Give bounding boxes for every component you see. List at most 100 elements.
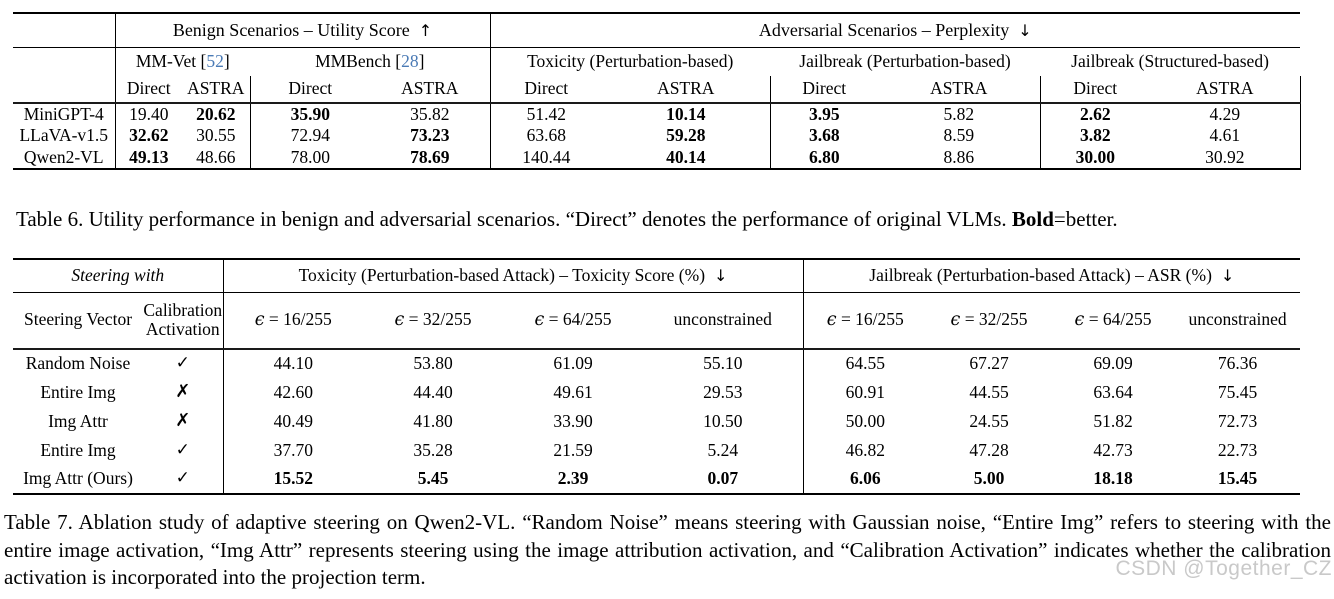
citation-link[interactable]: 52 bbox=[206, 50, 224, 71]
score-cell: 5.45 bbox=[417, 468, 449, 489]
benchmark-header-mmvet: MM-Vet [52] bbox=[115, 47, 250, 76]
steering-vector-name: Img Attr (Ours) bbox=[23, 468, 133, 489]
score-cell: 48.66 bbox=[196, 147, 236, 167]
score-cell: 49.13 bbox=[129, 147, 169, 167]
benchmark-header-mmbench: MMBench [28] bbox=[250, 47, 490, 76]
score-cell: 3.82 bbox=[1039, 125, 1150, 147]
steering-vector-name: Random Noise bbox=[25, 353, 131, 374]
score-cell: 15.45 bbox=[1217, 468, 1258, 489]
benchmark-name: Jailbreak (Structured-based) bbox=[1071, 50, 1269, 71]
score-cell: 73.23 bbox=[410, 125, 450, 146]
benign-section-label: Benign Scenarios – Utility Score bbox=[172, 20, 410, 41]
score-cell: 44.40 bbox=[413, 381, 453, 402]
score-cell: 55.10 bbox=[703, 353, 743, 374]
score-cell: 4.61 bbox=[1150, 125, 1301, 147]
score-cell: 63.68 bbox=[489, 125, 602, 147]
score-cell: 30.00 bbox=[1039, 147, 1150, 169]
jailbreak-section-label: Jailbreak (Perturbation-based Attack) – … bbox=[869, 264, 1212, 285]
score-cell: 20.62 bbox=[196, 103, 236, 124]
score-cell: 42.60 bbox=[273, 381, 313, 402]
score-cell: 0.07 bbox=[707, 468, 739, 489]
score-cell: 5.00 bbox=[973, 468, 1005, 489]
epsilon-header: ϵ = 64/255 bbox=[1051, 292, 1176, 350]
epsilon-header: ϵ = 16/255 bbox=[802, 292, 928, 350]
table6-caption: Table 6. Utility performance in benign a… bbox=[16, 207, 1326, 232]
up-arrow-icon: ↑ bbox=[418, 21, 433, 41]
score-cell: 51.42 bbox=[489, 103, 602, 125]
model-name: Qwen2-VL bbox=[13, 147, 116, 169]
score-cell: 10.50 bbox=[703, 410, 743, 431]
down-arrow-icon: ↓ bbox=[1220, 265, 1235, 285]
table7-body: Random Noise ✓ 44.10 53.80 61.09 55.10 64.55 67… bbox=[13, 349, 1300, 494]
epsilon-header: ϵ = 32/255 bbox=[363, 292, 503, 350]
down-arrow-icon: ↓ bbox=[714, 265, 728, 285]
csdn-watermark: CSDN @Together_CZ bbox=[1115, 557, 1332, 580]
check-icon: ✓ bbox=[143, 436, 224, 465]
score-cell: 78.69 bbox=[410, 147, 450, 167]
ablation-table: Steering with Toxicity (Perturbation-bas… bbox=[13, 258, 1301, 495]
cross-icon: ✗ bbox=[143, 407, 224, 436]
score-cell: 60.91 bbox=[802, 378, 928, 407]
score-cell: 61.09 bbox=[553, 353, 593, 374]
score-cell: 22.73 bbox=[1217, 439, 1258, 460]
score-cell: 78.00 bbox=[249, 147, 370, 169]
table6-caption-bold-word: Bold bbox=[1011, 207, 1054, 231]
astra-header: ASTRA bbox=[370, 76, 490, 104]
citation-link[interactable]: 28 bbox=[401, 50, 419, 71]
steering-vector-name: Entire Img bbox=[40, 439, 116, 460]
score-cell: 15.52 bbox=[273, 468, 313, 489]
jailbreak-section-header: Jailbreak (Perturbation-based Attack) – … bbox=[803, 259, 1301, 293]
cross-icon: ✗ bbox=[143, 378, 224, 407]
bracket: ] bbox=[223, 50, 230, 71]
score-cell: 6.80 bbox=[769, 147, 878, 169]
score-cell: 69.09 bbox=[1093, 353, 1133, 374]
check-icon: ✓ bbox=[143, 465, 224, 494]
score-cell: 59.28 bbox=[666, 125, 706, 146]
score-cell: 3.68 bbox=[769, 125, 878, 147]
table6-caption-suffix: =better. bbox=[1053, 207, 1118, 231]
unconstrained-header: unconstrained bbox=[643, 292, 804, 350]
table6-caption-text: Utility performance in benign and advers… bbox=[83, 207, 1012, 231]
score-cell: 72.94 bbox=[249, 125, 370, 147]
benchmark-name: Jailbreak (Perturbation-based) bbox=[799, 50, 1011, 71]
table6-body: MiniGPT-4 19.40 20.62 35.90 35.82 51.42 10.14 3… bbox=[13, 103, 1301, 169]
score-cell: 49.61 bbox=[553, 381, 593, 402]
adversarial-section-label: Adversarial Scenarios – Perplexity bbox=[758, 20, 1010, 41]
table7-caption: Table 7. Ablation study of adaptive stee… bbox=[4, 509, 1331, 592]
benign-section-header: Benign Scenarios – Utility Score ↑ bbox=[114, 13, 491, 48]
score-cell: 21.59 bbox=[553, 439, 593, 460]
steering-vector-name: Entire Img bbox=[40, 381, 116, 402]
down-arrow-icon: ↓ bbox=[1018, 21, 1032, 41]
score-cell: 35.82 bbox=[410, 103, 450, 124]
direct-header: Direct bbox=[249, 76, 370, 104]
score-cell: 72.73 bbox=[1217, 410, 1258, 431]
score-cell: 4.29 bbox=[1150, 103, 1301, 125]
corner-blank bbox=[13, 13, 116, 48]
bracket: ] bbox=[418, 50, 425, 71]
model-name: MiniGPT-4 bbox=[13, 103, 116, 125]
steering-vector-header: Steering Vector bbox=[13, 292, 143, 350]
score-cell: 8.86 bbox=[943, 147, 975, 167]
model-name: LLaVA-v1.5 bbox=[13, 125, 116, 147]
benchmark-name: Toxicity (Perturbation-based) bbox=[527, 50, 734, 71]
astra-header: ASTRA bbox=[1150, 76, 1301, 104]
score-cell: 75.45 bbox=[1217, 381, 1258, 402]
score-cell: 29.53 bbox=[703, 381, 743, 402]
blank-cell bbox=[13, 76, 116, 104]
utility-performance-table: Benign Scenarios – Utility Score ↑ Advers… bbox=[13, 12, 1301, 170]
score-cell: 50.00 bbox=[802, 407, 928, 436]
epsilon-header: ϵ = 16/255 bbox=[223, 292, 363, 350]
score-cell: 33.90 bbox=[553, 410, 593, 431]
score-cell: 41.80 bbox=[413, 410, 453, 431]
score-cell: 63.64 bbox=[1093, 381, 1133, 402]
astra-header: ASTRA bbox=[878, 76, 1040, 104]
benchmark-name: MMBench bbox=[315, 50, 391, 71]
score-cell: 76.36 bbox=[1217, 353, 1258, 374]
score-cell: 46.82 bbox=[802, 436, 928, 465]
score-cell: 64.55 bbox=[802, 349, 928, 378]
calibration-activation-header: Calibration Activation bbox=[143, 292, 224, 350]
direct-header: Direct bbox=[489, 76, 602, 104]
score-cell: 2.39 bbox=[557, 468, 589, 489]
score-cell: 10.14 bbox=[666, 103, 706, 124]
benchmark-header-toxicity: Toxicity (Perturbation-based) bbox=[489, 47, 770, 76]
